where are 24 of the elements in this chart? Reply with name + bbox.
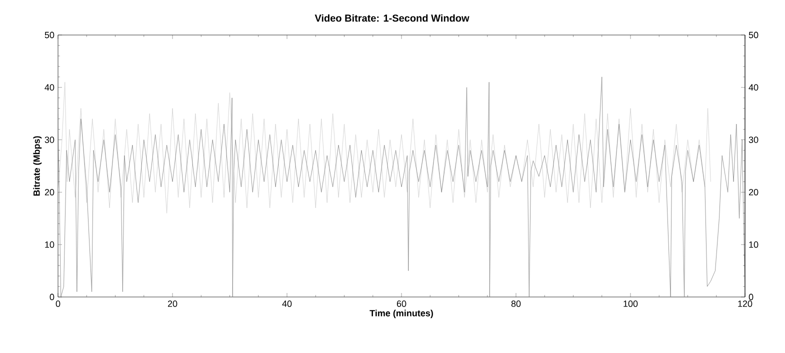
- y-axis-title: Bitrate (Mbps): [33, 136, 42, 196]
- y2-tick-label: 20: [748, 189, 758, 196]
- y2-tick-label: 30: [748, 136, 758, 143]
- y2-tick-label: 0: [748, 294, 754, 300]
- x-tick-label: 20: [168, 300, 178, 307]
- y2-tick-label: 10: [749, 241, 758, 248]
- y2-tick-label: 40: [748, 84, 758, 91]
- x-tick-label: 120: [738, 300, 752, 307]
- chart-title: Video Bitrate: 1-Second Window: [314, 14, 470, 22]
- x-tick-label: 60: [396, 300, 406, 307]
- y-tick-label: 10: [45, 241, 54, 248]
- x-tick-label: 40: [282, 300, 292, 307]
- x-tick-label: 100: [624, 300, 638, 307]
- y-tick-label: 0: [50, 294, 54, 300]
- x-tick-label: 80: [511, 300, 521, 307]
- y-tick-label: 40: [44, 84, 54, 91]
- y-tick-label: 20: [44, 189, 54, 196]
- x-tick-label: 0: [56, 300, 60, 307]
- line-series: [58, 82, 711, 214]
- y-tick-label: 50: [44, 32, 54, 38]
- y2-tick-label: 50: [748, 32, 758, 38]
- y-tick-label: 30: [44, 136, 54, 143]
- line-series: [58, 76, 745, 297]
- x-axis-title: Time (minutes): [370, 310, 433, 318]
